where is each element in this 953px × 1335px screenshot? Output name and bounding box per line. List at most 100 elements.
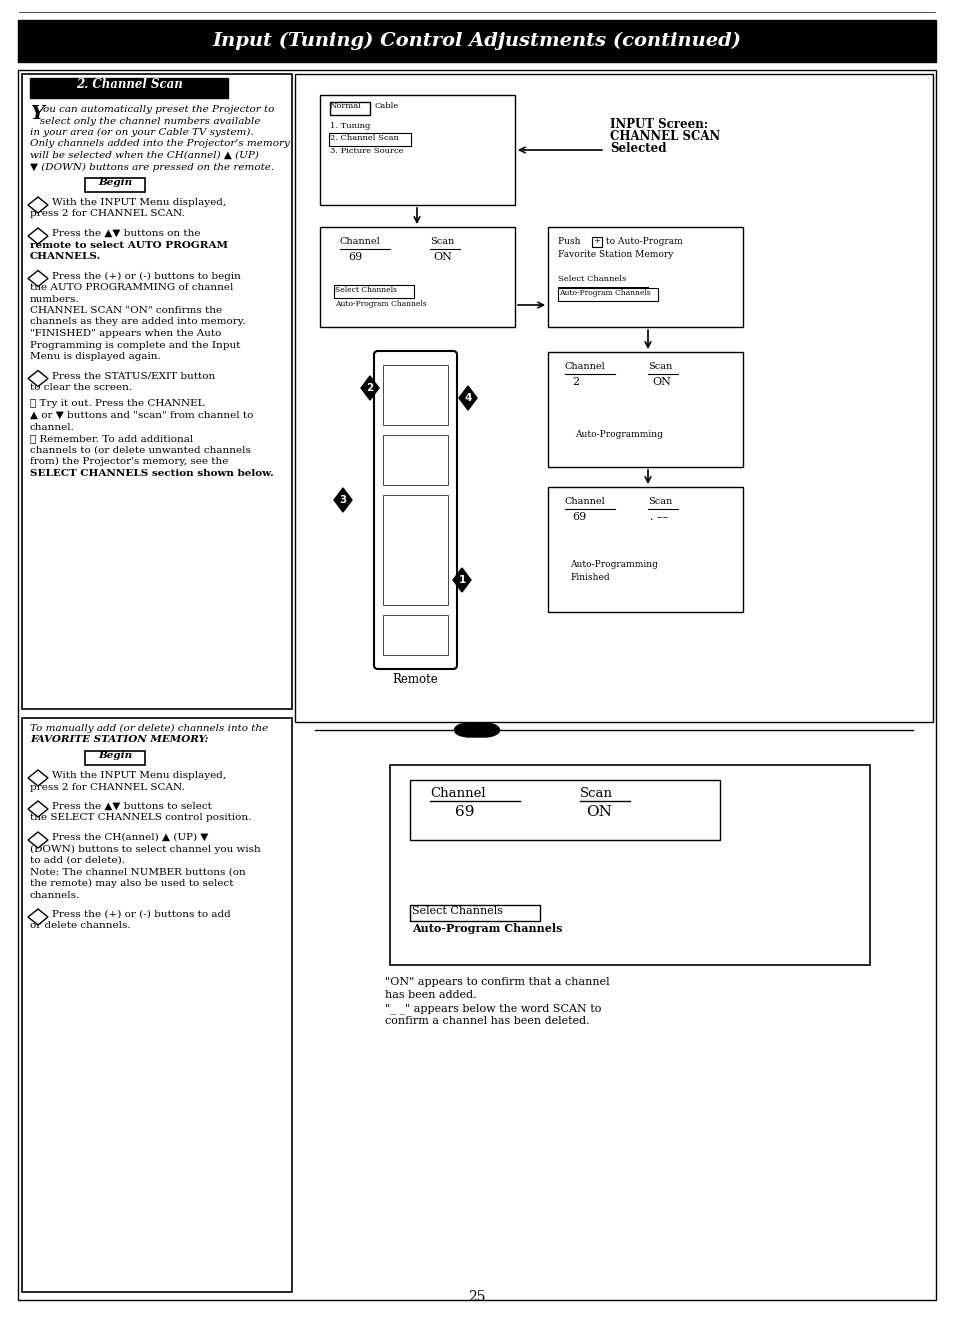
Text: 3: 3 xyxy=(34,836,41,845)
Text: "_ _" appears below the word SCAN to: "_ _" appears below the word SCAN to xyxy=(385,1003,600,1013)
Text: ☞ Remember. To add additional: ☞ Remember. To add additional xyxy=(30,434,193,443)
Text: will be selected when the CH(annel) ▲ (UP): will be selected when the CH(annel) ▲ (U… xyxy=(30,151,258,160)
Text: Channel: Channel xyxy=(339,238,380,246)
Text: Auto-Program Channels: Auto-Program Channels xyxy=(412,922,562,934)
Bar xyxy=(382,435,448,485)
Text: CHANNEL SCAN "ON" confirms the: CHANNEL SCAN "ON" confirms the xyxy=(30,306,222,315)
Text: Begin: Begin xyxy=(98,178,132,187)
Text: to Auto-Program: to Auto-Program xyxy=(602,238,682,246)
Bar xyxy=(547,487,742,611)
Text: ▲ or ▼ buttons and "scan" from channel to: ▲ or ▼ buttons and "scan" from channel t… xyxy=(30,411,253,421)
Text: Normal: Normal xyxy=(330,101,361,109)
Text: INPUT Screen:: INPUT Screen: xyxy=(609,117,707,131)
Text: Auto-Programming: Auto-Programming xyxy=(575,430,662,439)
Text: 4: 4 xyxy=(34,374,41,383)
Text: Press the ▲▼ buttons on the: Press the ▲▼ buttons on the xyxy=(52,230,200,238)
Text: Scan: Scan xyxy=(579,788,613,800)
Text: 1: 1 xyxy=(457,575,465,585)
Text: the remote) may also be used to select: the remote) may also be used to select xyxy=(30,878,233,888)
Text: ▼ (DOWN) buttons are pressed on the remote.: ▼ (DOWN) buttons are pressed on the remo… xyxy=(30,163,274,172)
Text: Channel: Channel xyxy=(564,497,605,506)
Polygon shape xyxy=(28,371,48,387)
Text: or delete channels.: or delete channels. xyxy=(30,921,131,930)
Text: With the INPUT Menu displayed,: With the INPUT Menu displayed, xyxy=(52,198,226,207)
FancyBboxPatch shape xyxy=(374,351,456,669)
Text: to add (or delete).: to add (or delete). xyxy=(30,856,125,865)
Text: Y: Y xyxy=(30,105,44,123)
Text: Auto-Program Channels: Auto-Program Channels xyxy=(335,300,426,308)
Text: Press the CH(annel) ▲ (UP) ▼: Press the CH(annel) ▲ (UP) ▼ xyxy=(52,833,208,842)
Bar xyxy=(592,238,601,247)
Ellipse shape xyxy=(469,724,499,737)
Text: With the INPUT Menu displayed,: With the INPUT Menu displayed, xyxy=(52,772,226,780)
Text: channel.: channel. xyxy=(30,422,74,431)
Bar xyxy=(334,284,414,298)
Polygon shape xyxy=(28,198,48,214)
Text: 1: 1 xyxy=(34,200,41,210)
Text: Push: Push xyxy=(558,238,583,246)
Text: Channel: Channel xyxy=(564,362,605,371)
Bar xyxy=(547,352,742,467)
Text: Programming is complete and the Input: Programming is complete and the Input xyxy=(30,340,240,350)
Text: Press the (+) or (-) buttons to add: Press the (+) or (-) buttons to add xyxy=(52,910,231,918)
Text: Press the (+) or (-) buttons to begin: Press the (+) or (-) buttons to begin xyxy=(52,271,240,280)
Text: 4: 4 xyxy=(34,913,41,921)
Bar xyxy=(22,73,292,709)
Text: 69: 69 xyxy=(572,513,586,522)
Text: Only channels added into the Projector's memory: Only channels added into the Projector's… xyxy=(30,139,290,148)
Text: Cable: Cable xyxy=(375,101,399,109)
Text: Scan: Scan xyxy=(647,497,672,506)
Text: 2: 2 xyxy=(34,231,41,240)
Text: FAVORITE STATION MEMORY:: FAVORITE STATION MEMORY: xyxy=(30,736,209,745)
Text: 3. Picture Source: 3. Picture Source xyxy=(330,147,403,155)
Text: Auto-Programming: Auto-Programming xyxy=(569,559,658,569)
Text: 1: 1 xyxy=(34,773,41,782)
Bar xyxy=(85,752,145,765)
Text: ou can automatically preset the Projector to: ou can automatically preset the Projecto… xyxy=(43,105,274,113)
Text: Press the ▲▼ buttons to select: Press the ▲▼ buttons to select xyxy=(52,802,212,810)
Text: Channel: Channel xyxy=(430,788,485,800)
Text: 3: 3 xyxy=(34,274,41,283)
Polygon shape xyxy=(28,801,48,817)
Text: from) the Projector's memory, see the: from) the Projector's memory, see the xyxy=(30,457,228,466)
Text: has been added.: has been added. xyxy=(385,991,476,1000)
Text: Note: The channel NUMBER buttons (on: Note: The channel NUMBER buttons (on xyxy=(30,868,246,877)
Polygon shape xyxy=(28,271,48,287)
Text: Menu is displayed again.: Menu is displayed again. xyxy=(30,352,161,360)
Polygon shape xyxy=(28,832,48,848)
Text: Select Channels: Select Channels xyxy=(558,275,625,283)
Text: press 2 for CHANNEL SCAN.: press 2 for CHANNEL SCAN. xyxy=(30,782,185,792)
Polygon shape xyxy=(28,770,48,786)
Text: Select Channels: Select Channels xyxy=(412,906,502,916)
Text: 3: 3 xyxy=(339,495,346,505)
Polygon shape xyxy=(360,376,378,400)
Text: CHANNELS.: CHANNELS. xyxy=(30,252,101,262)
Text: "FINISHED" appears when the Auto: "FINISHED" appears when the Auto xyxy=(30,328,221,338)
Text: Finished: Finished xyxy=(569,573,609,582)
Bar xyxy=(294,73,932,722)
Text: Select Channels: Select Channels xyxy=(335,286,396,294)
Text: Begin: Begin xyxy=(98,752,132,760)
Text: 25: 25 xyxy=(468,1290,485,1304)
Text: to clear the screen.: to clear the screen. xyxy=(30,383,132,392)
Text: CHANNEL SCAN: CHANNEL SCAN xyxy=(609,129,720,143)
Text: Favorite Station Memory: Favorite Station Memory xyxy=(558,250,673,259)
Text: ON: ON xyxy=(433,252,452,262)
Bar xyxy=(390,765,869,965)
Bar xyxy=(22,718,292,1292)
Bar xyxy=(547,227,742,327)
Text: press 2 for CHANNEL SCAN.: press 2 for CHANNEL SCAN. xyxy=(30,210,185,219)
Text: remote to select AUTO PROGRAM: remote to select AUTO PROGRAM xyxy=(30,240,228,250)
Text: ON: ON xyxy=(651,376,670,387)
Text: Scan: Scan xyxy=(647,362,672,371)
Text: confirm a channel has been deleted.: confirm a channel has been deleted. xyxy=(385,1016,589,1027)
Text: +: + xyxy=(593,238,599,246)
Bar xyxy=(329,134,411,146)
Ellipse shape xyxy=(454,724,484,737)
Text: 2: 2 xyxy=(572,376,578,387)
Text: Input (Tuning) Control Adjustments (continued): Input (Tuning) Control Adjustments (cont… xyxy=(213,32,740,51)
Bar xyxy=(330,101,370,115)
Ellipse shape xyxy=(461,724,492,737)
Text: 4: 4 xyxy=(464,392,471,403)
Text: 2. Channel Scan: 2. Channel Scan xyxy=(75,77,182,91)
